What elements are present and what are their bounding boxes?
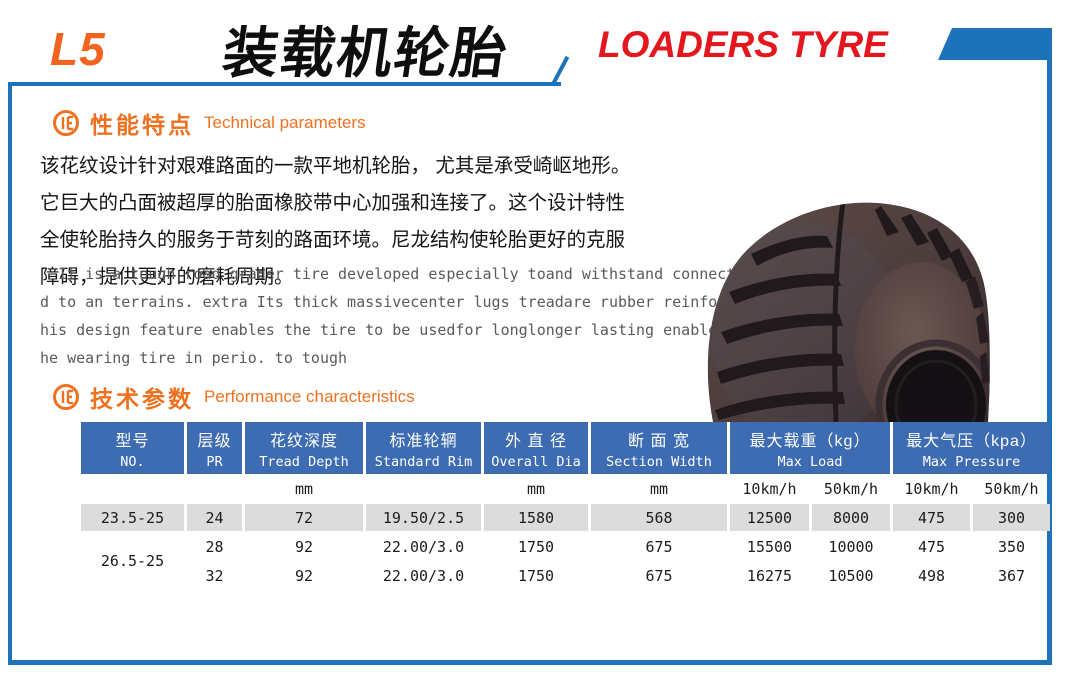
table-cell: 19.50/2.5: [366, 504, 481, 531]
series-label: L5: [50, 23, 106, 75]
col-header-zh: 断 面 宽: [628, 432, 690, 450]
col-header-en: Section Width: [606, 453, 712, 470]
section-parameters-title-en: Performance characteristics: [204, 387, 415, 406]
col-header-section-width: 断 面 宽 Section Width: [591, 422, 727, 474]
table-cell: 92: [294, 537, 314, 556]
intro-zh-line: 它巨大的凸面被超厚的胎面橡胶带中心加强和连接了。这个设计特性: [40, 192, 626, 214]
table-cell: [187, 476, 242, 502]
table-cell: mm: [294, 480, 314, 498]
col-header-zh: 最大载重（kg）: [749, 432, 871, 450]
table-cell: 12500: [730, 504, 809, 531]
table-cell: 568: [591, 504, 727, 531]
table-cell: 22.00/3.0: [382, 537, 465, 556]
section-features-title-zh: 性能特点: [90, 112, 194, 138]
col-header-overall-dia: 外 直 径 Overall Dia: [484, 422, 588, 474]
col-header-zh: 标准轮辋: [389, 432, 458, 450]
table-cell: 300: [973, 504, 1050, 531]
section-parameters-title-zh: 技术参数: [90, 386, 194, 412]
table-units-row: mm mm mm 10km/h 50km/h 10km/h 50km/h: [81, 476, 1050, 502]
table-cell: 32: [205, 566, 224, 585]
intro-zh-line: 该花纹设计针对艰难路面的一款平地机轮胎， 尤其是承受崎岖地形。: [40, 155, 631, 177]
frame-left-border: [8, 82, 12, 665]
table-cell: 24: [187, 504, 242, 531]
table-row: 32 92 22.00/3.0 1750 675 16275 10500 498…: [81, 562, 1050, 589]
table-cell: 8000: [812, 504, 890, 531]
table-cell: 675: [645, 566, 673, 585]
col-header-tread-depth: 花纹深度 Tread Depth: [245, 422, 363, 474]
table-cell: 10000: [828, 537, 874, 556]
col-header-zh: 最大气压（kpa）: [906, 432, 1037, 450]
table-cell: 10km/h: [904, 480, 959, 498]
table-cell: [366, 476, 481, 502]
intro-en-line: he wearing tire in perio. to tough: [40, 349, 348, 367]
col-header-en: Overall Dia: [491, 453, 581, 470]
intro-paragraph-zh: 该花纹设计针对艰难路面的一款平地机轮胎， 尤其是承受崎岖地形。 它巨大的凸面被超…: [40, 148, 630, 296]
page-title-en: LOADERS TYRE: [598, 24, 888, 65]
section-parameters-header: 技术参数 Performance characteristics: [52, 380, 415, 414]
table-cell-model: 23.5-25: [81, 504, 184, 531]
section-features-title-en: Technical parameters: [204, 113, 366, 132]
table-row: 23.5-25 24 72 19.50/2.5 1580 568 12500 8…: [81, 504, 1050, 531]
spec-table: 型号 NO. 层级 PR 花纹深度 Tread Depth 标准轮辋 Stand…: [78, 420, 1053, 591]
col-header-en: NO.: [120, 453, 145, 470]
table-cell: 1750: [517, 566, 555, 585]
table-cell-model: 26.5-25: [100, 552, 165, 570]
col-header-model: 型号 NO.: [81, 422, 184, 474]
table-cell: [81, 476, 184, 502]
col-header-ply: 层级 PR: [187, 422, 242, 474]
page-title-zh: 装载机轮胎: [218, 22, 513, 84]
table-header-row: 型号 NO. 层级 PR 花纹深度 Tread Depth 标准轮辋 Stand…: [81, 422, 1050, 474]
table-cell: 10km/h: [742, 480, 797, 498]
table-cell: 50km/h: [984, 480, 1039, 498]
table-cell: 50km/h: [823, 480, 879, 498]
table-cell: 15500: [746, 537, 793, 556]
section-features-header: 性能特点 Technical parameters: [52, 106, 366, 140]
table-cell: mm: [649, 480, 669, 498]
frame-bottom-border: [8, 660, 1052, 665]
corner-flag-decoration: [938, 28, 1052, 60]
table-cell: 10500: [828, 566, 874, 585]
table-cell: 16275: [746, 566, 793, 585]
col-header-en: Max Pressure: [922, 453, 1021, 470]
table-cell: 498: [917, 566, 946, 585]
table-cell: 475: [917, 537, 946, 556]
col-header-en: PR: [206, 453, 223, 470]
brand-icon: [53, 384, 79, 410]
table-row: 26.5-25 28 92 22.00/3.0 1750 675 15500 1…: [81, 533, 1050, 571]
table-cell: 475: [893, 504, 970, 531]
table-cell: 1580: [484, 504, 588, 531]
col-header-zh: 外 直 径: [505, 432, 567, 450]
table-cell: 22.00/3.0: [382, 566, 465, 585]
col-header-en: Standard Rim: [374, 453, 473, 470]
table-cell: 92: [294, 566, 314, 585]
table-cell: mm: [526, 480, 546, 498]
brand-icon: [53, 110, 79, 136]
table-cell: 1750: [517, 537, 555, 556]
col-header-zh: 层级: [197, 432, 232, 450]
table-cell: 350: [997, 537, 1026, 556]
col-header-zh: 型号: [115, 432, 150, 450]
table-cell: 72: [245, 504, 363, 531]
col-header-max-pressure: 最大气压（kpa） Max Pressure: [893, 422, 1050, 474]
col-header-en: Max Load: [777, 453, 843, 470]
table-cell: 28: [205, 537, 224, 556]
col-header-en: Tread Depth: [259, 453, 349, 470]
col-header-standard-rim: 标准轮辋 Standard Rim: [366, 422, 481, 474]
loader-tyre-photo: [707, 202, 990, 422]
table-cell: 675: [645, 537, 673, 556]
intro-zh-line: 全使轮胎持久的服务于苛刻的路面环境。尼龙结构使轮胎更好的克服: [40, 229, 626, 251]
col-header-max-load: 最大载重（kg） Max Load: [730, 422, 890, 474]
table-cell: 367: [997, 566, 1026, 585]
frame-right-border: [1047, 56, 1052, 665]
frame-top-border: [8, 82, 561, 86]
col-header-zh: 花纹深度: [269, 432, 338, 450]
intro-zh-line: 障碍，提供更好的磨耗周期。: [40, 266, 294, 288]
